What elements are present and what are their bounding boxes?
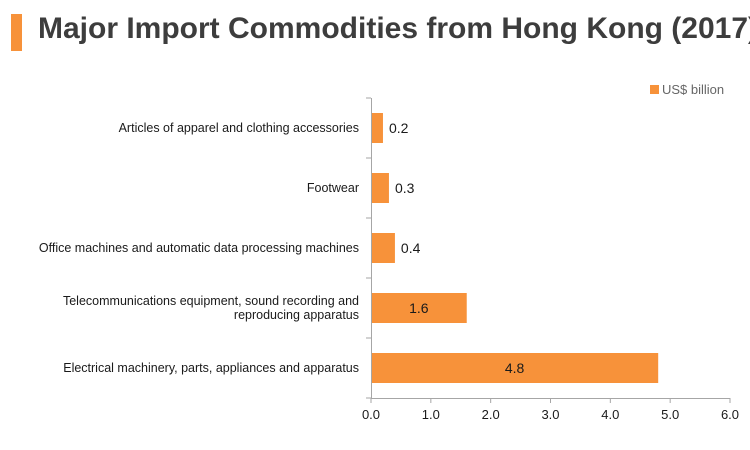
- category-label: Electrical machinery, parts, appliances …: [63, 361, 359, 375]
- x-tick-label: 3.0: [541, 407, 559, 422]
- x-axis: 0.0 1.0 2.0 3.0 4.0 5.0 6.0: [362, 97, 739, 422]
- x-tick-label: 2.0: [482, 407, 500, 422]
- bar-value-label: 1.6: [409, 300, 429, 316]
- legend-swatch: [650, 85, 659, 94]
- legend-label: US$ billion: [662, 82, 724, 97]
- x-tick-label: 1.0: [422, 407, 440, 422]
- category-label: reproducing apparatus: [234, 308, 359, 322]
- bar-value-label: 0.2: [389, 120, 409, 136]
- bar: [371, 113, 383, 143]
- category-label: Footwear: [307, 181, 359, 195]
- bar: [371, 233, 395, 263]
- chart-legend: US$ billion: [650, 82, 724, 97]
- category-label: Telecommunications equipment, sound reco…: [63, 294, 359, 308]
- page-title: Major Import Commodities from Hong Kong …: [38, 12, 750, 45]
- x-tick-label: 4.0: [601, 407, 619, 422]
- bar: [371, 293, 467, 323]
- bar-value-label: 0.4: [401, 240, 421, 256]
- x-tick-label: 0.0: [362, 407, 380, 422]
- bar-value-label: 4.8: [505, 360, 525, 376]
- category-label: Articles of apparel and clothing accesso…: [119, 121, 359, 135]
- bar-group: 0.2 0.3 0.4 1.6 4.8: [371, 113, 659, 383]
- category-label: Office machines and automatic data proce…: [39, 241, 359, 255]
- x-tick-label: 6.0: [721, 407, 739, 422]
- bar-value-label: 0.3: [395, 180, 415, 196]
- x-tick-label: 5.0: [661, 407, 679, 422]
- bar: [371, 353, 659, 383]
- title-accent-bar: [11, 14, 22, 51]
- category-labels: Articles of apparel and clothing accesso…: [39, 121, 359, 375]
- bar: [371, 173, 389, 203]
